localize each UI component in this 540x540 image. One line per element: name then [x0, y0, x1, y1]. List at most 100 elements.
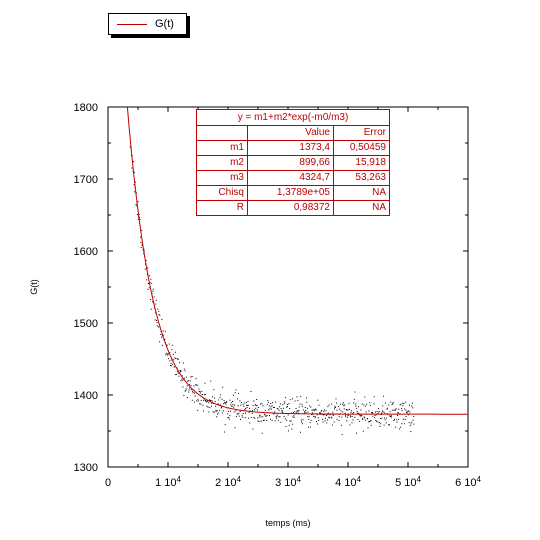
data-point	[223, 400, 225, 401]
data-point	[156, 325, 158, 327]
data-point	[264, 414, 266, 416]
data-point	[258, 420, 260, 422]
data-point	[131, 167, 133, 169]
data-point	[152, 301, 154, 303]
data-point	[285, 397, 287, 399]
data-point	[243, 405, 245, 407]
data-point	[176, 370, 178, 372]
data-point	[356, 410, 358, 412]
data-point	[313, 410, 315, 412]
data-point	[170, 365, 171, 366]
data-point	[148, 287, 150, 289]
data-point	[366, 403, 368, 405]
data-point	[382, 405, 384, 407]
data-point	[311, 414, 313, 416]
data-point	[409, 411, 411, 413]
data-point	[277, 408, 279, 410]
data-point	[336, 418, 338, 420]
data-point	[241, 415, 243, 417]
param-error: 15,918	[333, 155, 389, 171]
data-point	[262, 416, 264, 418]
data-point	[401, 423, 403, 425]
data-point	[171, 349, 173, 351]
data-point	[375, 414, 377, 416]
data-point	[331, 424, 333, 426]
data-point	[210, 380, 212, 382]
data-point	[188, 391, 190, 393]
data-point	[380, 423, 382, 425]
data-point	[408, 422, 410, 424]
data-point	[144, 268, 146, 270]
data-point	[308, 416, 310, 418]
data-point	[268, 409, 270, 411]
data-point	[316, 414, 318, 416]
data-point	[234, 392, 236, 394]
data-point	[393, 409, 395, 411]
data-point	[306, 401, 308, 403]
data-point	[397, 412, 399, 414]
data-point	[369, 402, 371, 404]
data-point	[384, 419, 386, 421]
param-value: 1373,4	[247, 140, 334, 156]
data-point	[253, 400, 255, 402]
data-point	[217, 412, 219, 414]
data-point	[411, 405, 413, 407]
data-point	[232, 394, 234, 396]
data-point	[290, 399, 292, 401]
data-point	[394, 418, 395, 420]
data-point	[225, 402, 226, 404]
data-point	[405, 401, 407, 403]
data-point	[215, 411, 217, 413]
data-point	[378, 411, 380, 413]
data-point	[258, 416, 260, 418]
data-point	[342, 402, 344, 404]
data-point	[281, 410, 283, 411]
data-point	[207, 406, 209, 408]
data-point	[287, 404, 289, 405]
data-point	[276, 414, 278, 416]
data-point	[181, 378, 183, 380]
data-point	[232, 403, 234, 405]
data-point	[221, 412, 223, 414]
data-point	[323, 411, 325, 413]
data-point	[253, 416, 255, 418]
data-point	[153, 296, 155, 298]
data-point	[235, 415, 237, 417]
data-point	[230, 404, 232, 406]
data-point	[267, 401, 269, 403]
data-point	[261, 403, 263, 405]
data-point	[235, 410, 237, 412]
data-point	[206, 405, 208, 407]
data-point	[276, 408, 278, 409]
data-point	[287, 414, 289, 416]
data-point	[202, 410, 204, 412]
data-point	[282, 404, 284, 406]
data-point	[308, 418, 310, 420]
data-point	[357, 412, 359, 414]
data-point	[225, 403, 227, 405]
data-point	[280, 421, 282, 423]
data-point	[204, 394, 206, 396]
data-point	[175, 351, 176, 353]
data-point	[314, 417, 316, 419]
data-point	[358, 412, 360, 414]
data-point	[272, 402, 274, 403]
data-point	[172, 344, 174, 346]
data-point	[350, 411, 352, 413]
data-point	[388, 424, 390, 426]
data-point	[195, 378, 197, 380]
data-point	[322, 414, 324, 416]
data-point	[149, 275, 151, 277]
data-point	[265, 415, 267, 417]
data-point	[215, 409, 217, 411]
data-point	[341, 416, 343, 418]
data-point	[399, 404, 401, 406]
data-point	[320, 410, 322, 412]
data-point	[206, 401, 208, 403]
data-point	[345, 416, 347, 418]
param-error: NA	[333, 185, 389, 201]
data-point	[215, 405, 217, 407]
y-tick-label: 1600	[74, 246, 98, 258]
data-point	[370, 424, 372, 426]
param-error: 53,263	[333, 170, 389, 186]
